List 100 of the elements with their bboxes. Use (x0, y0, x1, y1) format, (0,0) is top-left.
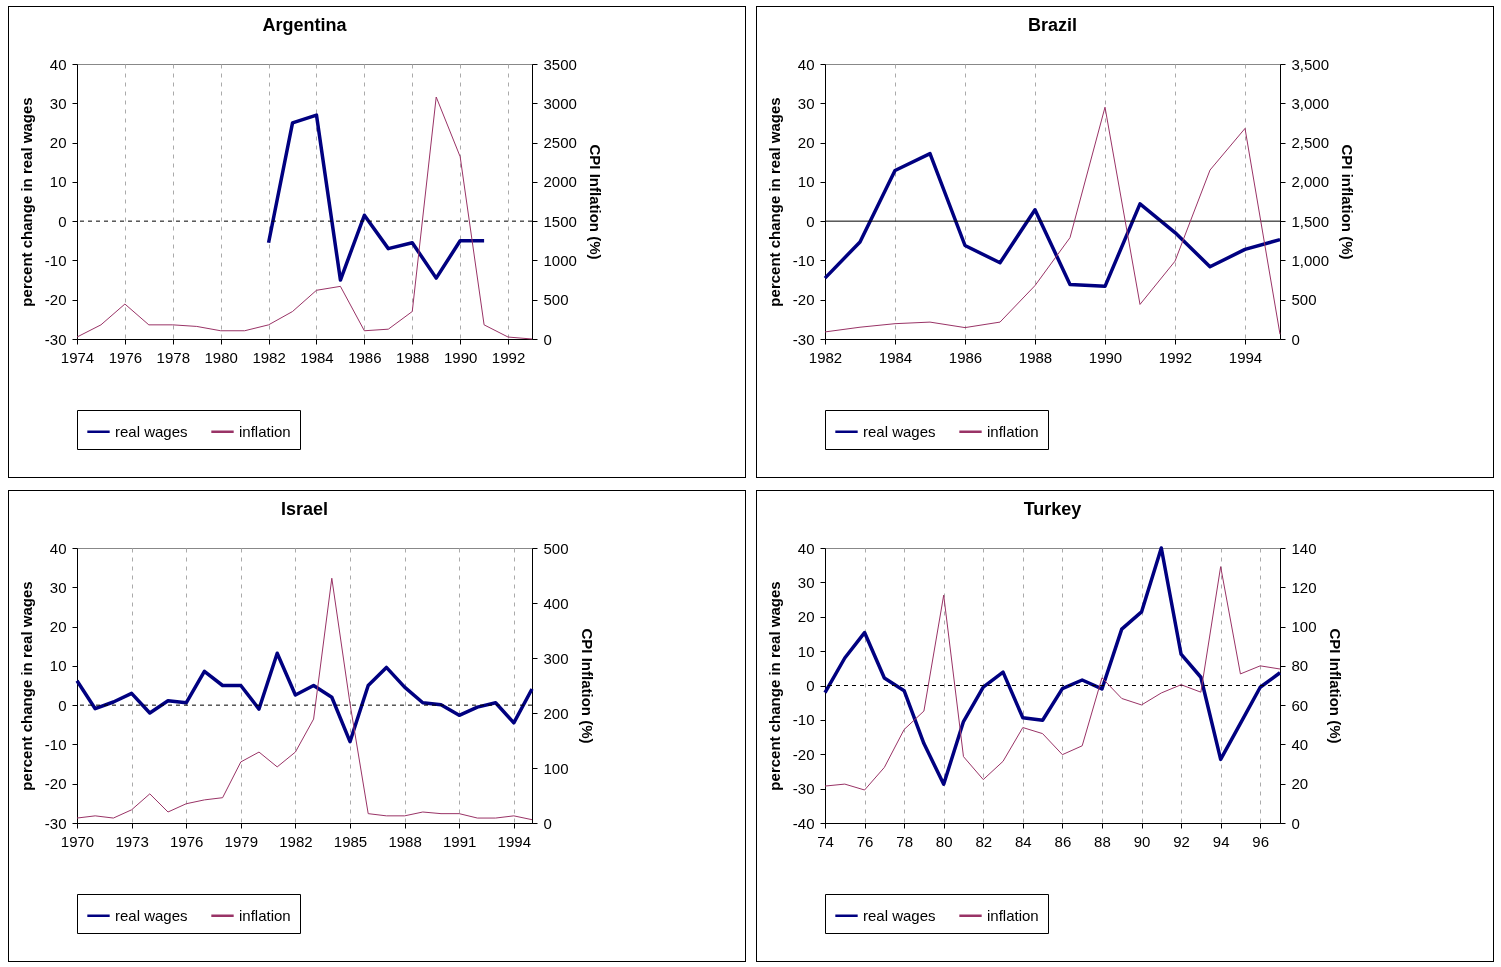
x-tick-label: 1988 (1018, 348, 1053, 366)
legend-label: inflation (987, 906, 1039, 924)
y2-tick-label: 140 (1291, 539, 1317, 557)
x-tick-label: 1979 (224, 832, 258, 850)
y-tick-label: -30 (792, 330, 815, 348)
y2-axis-title: CPI inflation (%) (1339, 144, 1357, 260)
legend-label: real wages (863, 422, 936, 440)
x-tick-label: 1970 (60, 832, 95, 850)
x-tick-label: 1976 (108, 348, 143, 366)
x-tick-label: 1982 (252, 348, 286, 366)
chart-title: Turkey (1023, 499, 1082, 519)
y-tick-label: -10 (44, 735, 67, 753)
y-tick-label: -30 (792, 780, 815, 798)
x-tick-label: 1985 (333, 832, 368, 850)
y2-tick-label: 2,500 (1291, 134, 1330, 152)
y-tick-label: 30 (49, 578, 67, 596)
y-axis-title: percent change in real wages (765, 581, 783, 791)
chart-title: Israel (280, 499, 329, 519)
x-tick-label: 1976 (170, 832, 204, 850)
x-tick-label: 1994 (1228, 348, 1263, 366)
y2-tick-label: 120 (1291, 578, 1317, 596)
x-tick-label: 1984 (878, 348, 913, 366)
x-tick-label: 1988 (388, 832, 422, 850)
y2-tick-label: 0 (1291, 330, 1300, 348)
x-tick-label: 86 (1054, 832, 1072, 850)
x-tick-label: 96 (1252, 832, 1270, 850)
y-tick-label: 0 (806, 677, 815, 694)
x-tick-label: 1991 (443, 832, 477, 850)
x-tick-label: 1986 (348, 348, 382, 366)
y-tick-label: 20 (49, 618, 67, 636)
x-tick-label: 76 (856, 832, 874, 850)
x-tick-label: 1988 (396, 348, 430, 366)
legend-label: inflation (239, 906, 291, 924)
x-tick-label: 92 (1173, 832, 1190, 850)
y-tick-label: -10 (792, 251, 815, 269)
x-tick-label: 1994 (497, 832, 531, 850)
y-tick-label: 40 (797, 55, 815, 73)
y-tick-label: -30 (44, 814, 67, 832)
y-tick-label: 30 (797, 573, 815, 591)
legend-label: real wages (863, 906, 936, 924)
y2-tick-label: 3,500 (1291, 55, 1330, 73)
y-tick-label: 0 (806, 212, 815, 230)
y2-axis-title: CPI Inflation (%) (578, 628, 596, 744)
y-tick-label: -10 (792, 711, 815, 729)
y2-tick-label: 40 (1291, 735, 1309, 753)
y2-tick-label: 2500 (543, 134, 577, 152)
y-tick-label: -40 (792, 814, 815, 832)
y2-tick-label: 0 (1291, 814, 1300, 832)
y-tick-label: -10 (44, 251, 67, 269)
y-tick-label: -20 (44, 775, 67, 793)
chart-title: Argentina (262, 15, 348, 35)
y-tick-label: 30 (49, 94, 67, 112)
y-tick-label: 0 (58, 212, 67, 230)
y2-axis-title: CPI Inflation (%) (586, 144, 604, 260)
x-tick-label: 94 (1212, 832, 1230, 850)
y-tick-label: -20 (792, 291, 815, 309)
x-tick-label: 1974 (60, 348, 95, 366)
y2-tick-label: 500 (543, 539, 569, 557)
y2-tick-label: 0 (543, 814, 552, 832)
y2-tick-label: 100 (1291, 618, 1317, 636)
y2-tick-label: 500 (543, 291, 569, 309)
y2-tick-label: 60 (1291, 696, 1309, 714)
y2-tick-label: 0 (543, 330, 552, 348)
x-tick-label: 80 (935, 832, 953, 850)
chart-title: Brazil (1027, 15, 1078, 35)
y2-tick-label: 300 (543, 649, 569, 667)
y-tick-label: -20 (44, 291, 67, 309)
x-tick-label: 1990 (1088, 348, 1123, 366)
x-tick-label: 1973 (115, 832, 149, 850)
legend-label: real wages (115, 422, 188, 440)
x-tick-label: 1982 (808, 348, 843, 366)
y2-tick-label: 1,000 (1291, 251, 1330, 269)
x-tick-label: 1978 (156, 348, 190, 366)
y-tick-label: 20 (49, 134, 67, 152)
y-tick-label: -20 (792, 745, 815, 763)
y2-tick-label: 500 (1291, 291, 1317, 309)
x-tick-label: 78 (896, 832, 913, 850)
y2-tick-label: 100 (543, 759, 569, 777)
legend-label: inflation (239, 422, 291, 440)
y2-tick-label: 2,000 (1291, 173, 1330, 191)
y-tick-label: 10 (49, 173, 67, 191)
y-tick-label: 40 (49, 55, 67, 73)
y-axis-title: percent change in real wages (17, 97, 35, 307)
y2-tick-label: 80 (1291, 657, 1309, 675)
x-tick-label: 1990 (443, 348, 478, 366)
x-tick-label: 1992 (1158, 348, 1193, 366)
y-tick-label: 10 (49, 657, 67, 675)
y-tick-label: -30 (44, 330, 67, 348)
x-tick-label: 1982 (279, 832, 313, 850)
x-tick-label: 1984 (300, 348, 334, 366)
x-tick-label: 84 (1014, 832, 1032, 850)
y-tick-label: 40 (797, 539, 815, 557)
y2-tick-label: 1500 (543, 212, 577, 230)
x-tick-label: 82 (975, 832, 993, 850)
y2-tick-label: 3500 (543, 55, 577, 73)
x-tick-label: 1986 (948, 348, 983, 366)
y2-tick-label: 20 (1291, 775, 1309, 793)
y-tick-label: 20 (797, 134, 815, 152)
y-axis-title: percent change in real wages (17, 581, 35, 791)
y2-tick-label: 400 (543, 594, 569, 612)
